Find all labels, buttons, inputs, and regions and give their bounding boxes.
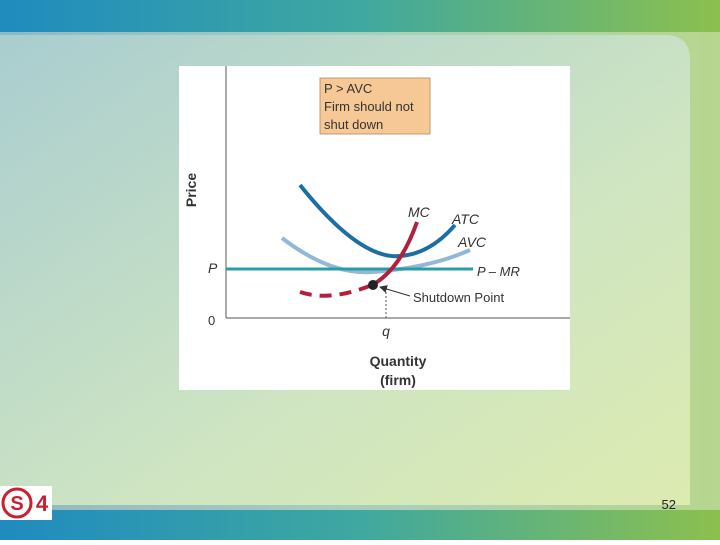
logo-digit: 4 [36, 491, 49, 516]
mc-curve [371, 221, 419, 287]
origin-label: 0 [208, 313, 215, 328]
callout-text: Firm should not [324, 99, 414, 114]
top-bar [0, 0, 720, 32]
curve-label: ATC [451, 211, 480, 227]
callout-text: shut down [324, 117, 383, 132]
diagram: P > AVC Firm should not shut down Price … [179, 66, 570, 390]
logo: S 4 [0, 486, 52, 520]
shutdown-point [368, 280, 378, 290]
mc-curve-dashed [299, 283, 373, 298]
callout-text: P > AVC [324, 81, 372, 96]
x-axis-label: (firm) [380, 372, 416, 388]
curve-label: P – MR [477, 264, 520, 279]
logo-ring [1, 487, 33, 519]
price-label: P [208, 260, 218, 276]
pointer-arrow [379, 285, 411, 297]
callout-box [319, 77, 431, 135]
y-axis-label: Price [183, 173, 199, 207]
quantity-label: q [382, 323, 390, 339]
bottom-bar [0, 510, 720, 540]
curve-label: AVC [457, 234, 487, 250]
avc-curve [280, 236, 471, 275]
curve-label: MC [408, 204, 431, 220]
atc-curve [298, 183, 457, 259]
logo-letter: S [10, 493, 23, 515]
x-axis-label: Quantity [370, 353, 427, 369]
page-number: 52 [662, 497, 676, 512]
point-label: Shutdown Point [413, 290, 504, 305]
